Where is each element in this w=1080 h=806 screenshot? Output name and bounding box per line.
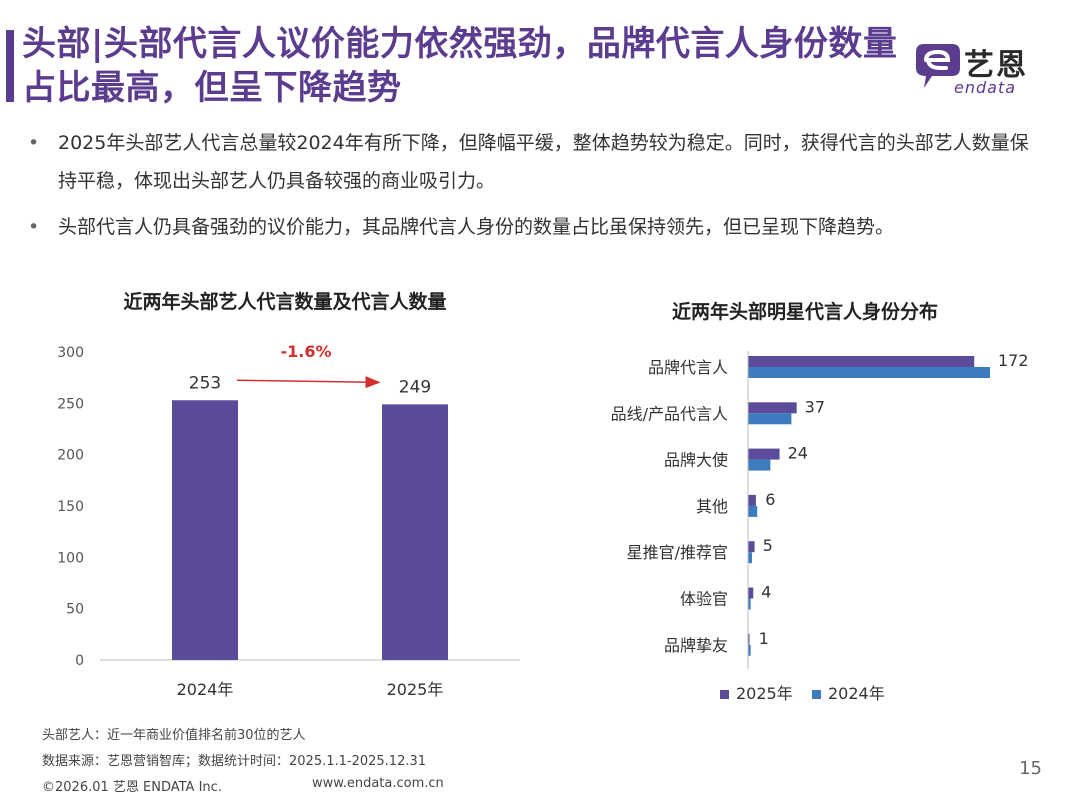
y-category-label: 其他 [696, 497, 728, 516]
bullet-item: • 2025年头部艺人代言总量较2024年有所下降，但降幅平缓，整体趋势较为稳定… [28, 124, 1038, 200]
y-category-label: 品线/产品代言人 [611, 404, 728, 423]
legend-label: 2025年 [736, 684, 793, 703]
bar-2024年 [748, 598, 751, 610]
bar [172, 400, 238, 660]
logo-subtitle: endata [954, 78, 1017, 97]
bar-data-label: 5 [763, 536, 773, 555]
legend-swatch [720, 690, 729, 699]
y-tick-label: 250 [57, 396, 84, 412]
bar-2024年 [748, 413, 792, 425]
page-title: 头部|头部代言人议价能力依然强劲，品牌代言人身份数量 占比最高，但呈下降趋势 [22, 22, 922, 110]
bar-2025年 [748, 494, 756, 506]
legend-label: 2024年 [828, 684, 885, 703]
bar-2024年 [748, 367, 990, 378]
x-tick-label: 2025年 [387, 680, 444, 699]
y-tick-label: 50 [66, 602, 84, 618]
footer-url: www.endata.com.cn [312, 776, 444, 791]
y-tick-label: 150 [57, 499, 84, 515]
y-tick-label: 100 [57, 550, 84, 566]
bar-data-label: 37 [805, 397, 825, 416]
bar-chart-title: 近两年头部艺人代言数量及代言人数量 [123, 291, 447, 313]
hbar-chart: 品牌代言人 172 品线/产品代言人 37 品牌大使 24 其他 6 星推官/推荐官 5 体验官 4 品… [611, 351, 1029, 703]
y-category-label: 品牌大使 [664, 451, 728, 470]
endata-logo: 艺恩 endata [910, 38, 1040, 98]
y-category-label: 体验官 [680, 590, 728, 609]
bar-2024年 [748, 552, 752, 564]
bullet-marker: • [28, 132, 40, 154]
footer-source: 数据来源：艺恩营销智库；数据统计时间：2025.1.1-2025.12.31 [42, 754, 427, 769]
page-title-line-1: 头部|头部代言人议价能力依然强劲，品牌代言人身份数量 [22, 24, 898, 64]
change-annotation: -1.6% [280, 342, 331, 361]
bullet-marker: • [28, 216, 40, 238]
x-tick-label: 2024年 [177, 680, 234, 699]
bar-2025年 [748, 541, 755, 553]
y-category-label: 星推官/推荐官 [627, 543, 728, 562]
logo-name: 艺恩 [964, 48, 1028, 83]
page-title-line-2: 占比最高，但呈下降趋势 [22, 68, 402, 108]
bar-chart: 0 50 100 150 200 250 300 253 2024年 249 2025年 -1.6% [57, 342, 520, 699]
title-accent-bar [6, 30, 14, 102]
bar-2025年 [748, 356, 975, 367]
bar-data-label: 4 [761, 583, 771, 602]
bar-data-label: 253 [189, 373, 221, 393]
bar-2024年 [748, 505, 758, 517]
footer-copyright: ©2026.01 艺恩 ENDATA Inc. [42, 780, 222, 795]
bar-2024年 [748, 644, 751, 656]
bar-data-label: 1 [759, 629, 769, 648]
bar [382, 404, 448, 660]
bar-2025年 [748, 587, 754, 599]
y-tick-label: 200 [57, 448, 84, 464]
bar-2024年 [748, 459, 771, 471]
y-category-label: 品牌代言人 [648, 358, 728, 377]
bar-data-label: 172 [998, 351, 1029, 370]
bullet-item: • 头部代言人仍具备强劲的议价能力，其品牌代言人身份的数量占比虽保持领先，但已呈… [28, 208, 1038, 246]
endata-logo-icon [916, 44, 960, 88]
bullet-text: 2025年头部艺人代言总量较2024年有所下降，但降幅平缓，整体趋势较为稳定。同… [58, 132, 1029, 192]
bullet-text: 头部代言人仍具备强劲的议价能力，其品牌代言人身份的数量占比虽保持领先，但已呈现下… [58, 216, 895, 238]
bullet-list: • 2025年头部艺人代言总量较2024年有所下降，但降幅平缓，整体趋势较为稳定… [28, 124, 1038, 254]
bar-2025年 [748, 402, 797, 414]
page-number: 15 [1019, 758, 1042, 779]
y-tick-label: 0 [75, 653, 84, 669]
bar-data-label: 249 [399, 377, 431, 397]
y-category-label: 品牌挚友 [664, 636, 728, 655]
bar-data-label: 24 [788, 444, 808, 463]
y-tick-label: 300 [57, 345, 84, 361]
legend-swatch [812, 690, 821, 699]
bar-2025年 [748, 633, 750, 645]
bar-2025年 [748, 448, 780, 460]
hbar-chart-title: 近两年头部明星代言人身份分布 [671, 301, 938, 323]
bar-data-label: 6 [765, 490, 775, 509]
footer-note: 头部艺人：近一年商业价值排名前30位的艺人 [42, 728, 306, 743]
trend-arrow [236, 376, 381, 389]
